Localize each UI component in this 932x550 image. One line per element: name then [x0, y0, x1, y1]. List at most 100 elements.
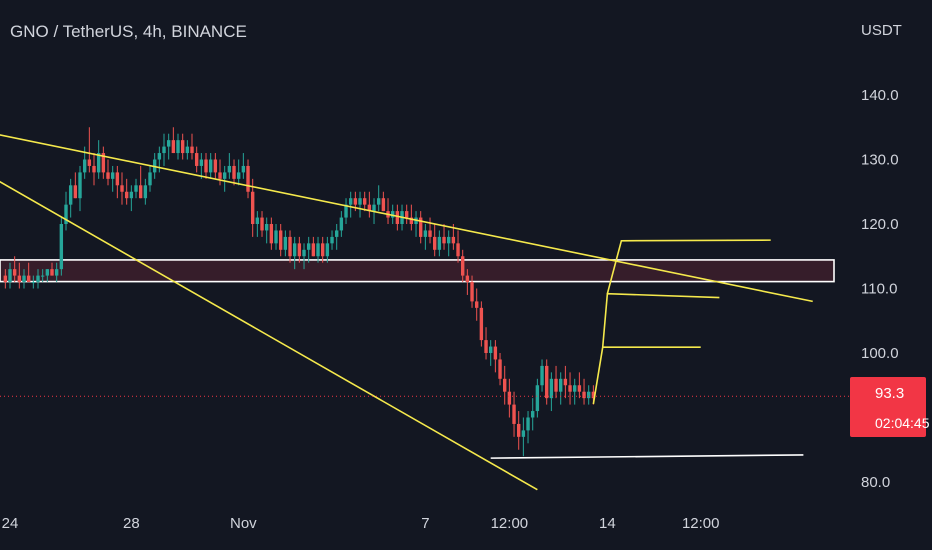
candle-up	[68, 185, 73, 205]
candle-down	[101, 153, 106, 173]
candle-up	[587, 391, 591, 399]
candle-down	[213, 159, 218, 173]
candle-up	[64, 204, 68, 224]
candle-up	[348, 198, 353, 205]
candle-up	[157, 153, 162, 160]
candle-up	[110, 172, 115, 179]
projection-path-2	[601, 292, 720, 348]
candle-down	[512, 404, 516, 424]
candle-up	[274, 230, 278, 244]
candle-down	[475, 301, 479, 308]
projection-path-1	[592, 346, 701, 405]
candle-up	[292, 243, 297, 257]
candle-down	[479, 307, 484, 341]
candle-up	[162, 146, 166, 154]
candle-down	[568, 385, 572, 392]
last-price-badge: 93.3 02:04:45	[850, 377, 930, 437]
candle-up	[45, 269, 50, 276]
candle-up	[59, 224, 64, 270]
candle-down	[451, 236, 456, 244]
candle-down	[288, 236, 292, 257]
candle-up	[302, 249, 306, 257]
candle-down	[404, 211, 409, 218]
candle-up	[325, 243, 330, 257]
candle-up	[549, 378, 554, 399]
candle-up	[339, 217, 344, 231]
candle-up	[358, 198, 362, 205]
last-price-value: 93.3	[875, 385, 905, 402]
candle-down	[3, 275, 8, 283]
candle-up	[31, 282, 36, 284]
candle-down	[577, 385, 582, 392]
candle-down	[26, 275, 31, 283]
candle-down	[297, 243, 302, 257]
candle-down	[442, 236, 446, 244]
candles-group	[3, 127, 596, 457]
candle-up	[36, 275, 40, 283]
candle-down	[50, 269, 54, 276]
x-tick-label: 12:00	[491, 515, 529, 532]
candle-down	[362, 198, 367, 205]
candle-up	[176, 140, 180, 154]
candle-down	[409, 217, 414, 224]
x-tick-label: 14	[599, 515, 616, 532]
candle-down	[106, 172, 110, 179]
candle-up	[306, 243, 311, 250]
candle-down	[87, 159, 92, 166]
candle-down	[218, 172, 222, 179]
candle-up	[535, 385, 540, 412]
candle-down	[120, 185, 124, 192]
x-tick-label: Nov	[230, 515, 257, 532]
candle-down	[138, 185, 143, 199]
candle-up	[185, 146, 190, 154]
candle-up	[208, 159, 213, 173]
candle-down	[493, 346, 498, 360]
candle-down	[204, 159, 208, 173]
candle-down	[428, 230, 432, 237]
candle-up	[573, 385, 577, 392]
projection-path-3	[606, 239, 771, 294]
candle-up	[521, 430, 526, 437]
y-tick-label: 100.0	[861, 345, 899, 362]
candle-up	[330, 236, 334, 244]
candle-down	[545, 365, 549, 399]
candle-up	[526, 417, 530, 431]
currency-label: USDT	[861, 22, 902, 39]
y-tick-label: 130.0	[861, 152, 899, 169]
y-tick-label: 110.0	[861, 281, 897, 298]
candle-down	[171, 140, 176, 154]
candle-down	[92, 165, 96, 173]
candle-down	[12, 269, 17, 276]
candle-down	[460, 256, 465, 276]
candle-up	[241, 165, 246, 173]
candle-up	[54, 269, 59, 276]
candle-up	[96, 153, 101, 173]
candle-up	[236, 172, 241, 179]
resistance-zone	[0, 259, 835, 283]
candle-down	[194, 153, 199, 166]
x-tick-label: 7	[421, 515, 429, 532]
candle-up	[376, 198, 381, 205]
x-tick-label: 28	[123, 515, 140, 532]
candle-down	[432, 236, 437, 250]
y-tick-label: 120.0	[861, 216, 899, 233]
candle-up	[40, 275, 45, 277]
candle-down	[260, 217, 264, 231]
candle-up	[129, 191, 134, 199]
candle-down	[507, 391, 512, 405]
upper-trendline	[0, 134, 813, 303]
bar-countdown: 02:04:45	[875, 415, 930, 431]
candle-up	[559, 378, 563, 392]
y-tick-label: 140.0	[861, 87, 899, 104]
candle-down	[190, 146, 194, 154]
candle-down	[503, 378, 507, 392]
candle-up	[78, 172, 82, 199]
candle-down	[232, 165, 236, 179]
candle-down	[246, 165, 250, 192]
lower-trendline	[0, 180, 538, 491]
candle-up	[199, 159, 204, 166]
candle-up	[446, 236, 451, 244]
candle-down	[353, 198, 358, 205]
candle-up	[531, 411, 535, 418]
